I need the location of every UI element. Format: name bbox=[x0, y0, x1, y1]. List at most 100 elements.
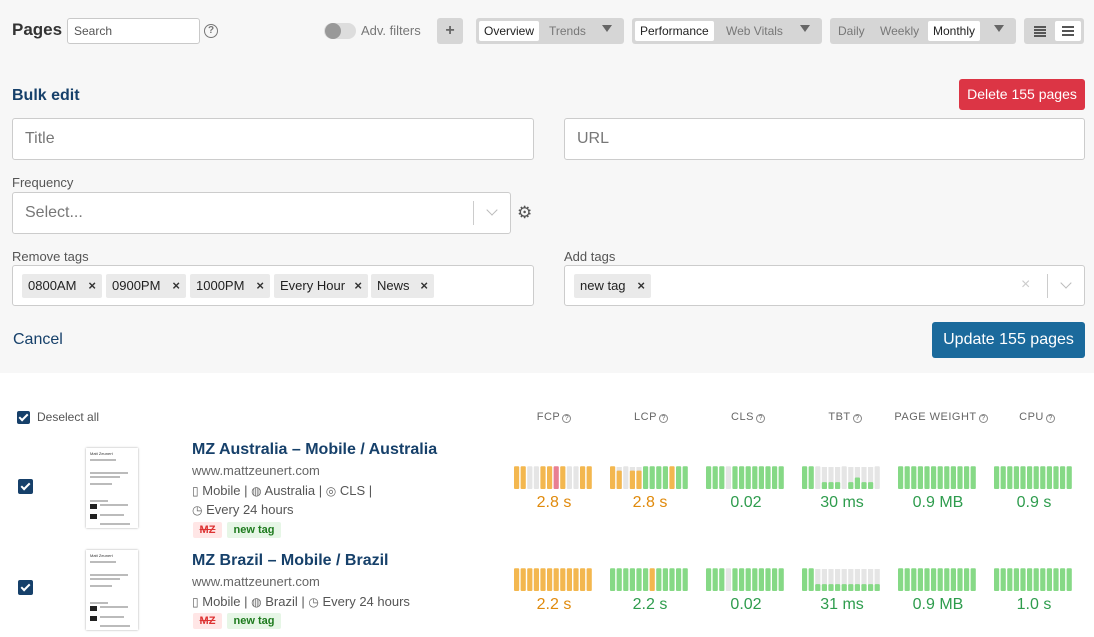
sparkline-bar bbox=[828, 584, 834, 591]
row-checkbox[interactable] bbox=[18, 580, 33, 595]
column-header-label: PAGE WEIGHT bbox=[894, 411, 977, 423]
chevron-down-icon[interactable] bbox=[486, 204, 498, 216]
column-header-fcp[interactable]: FCP? bbox=[504, 411, 604, 423]
metric-lcp[interactable]: 2.8 s bbox=[610, 466, 690, 512]
tag-chip: 1000PM × bbox=[190, 274, 270, 298]
tab-performance[interactable]: Performance bbox=[635, 21, 714, 41]
help-icon[interactable]: ? bbox=[204, 24, 218, 38]
metric-lcp[interactable]: 2.2 s bbox=[610, 568, 690, 614]
adv-filters-label[interactable]: Adv. filters bbox=[361, 23, 421, 38]
metric-fcp[interactable]: 2.2 s bbox=[514, 568, 594, 614]
column-header-page-weight[interactable]: PAGE WEIGHT? bbox=[886, 411, 996, 423]
metric-value: 2.2 s bbox=[632, 596, 668, 613]
sparkline-bar bbox=[874, 584, 880, 591]
tab-monthly[interactable]: Monthly bbox=[928, 21, 981, 41]
compact-view-icon[interactable] bbox=[1027, 21, 1053, 41]
tag-remove-icon[interactable]: × bbox=[637, 278, 645, 293]
sparkline-bar bbox=[629, 470, 635, 489]
deselect-all-label[interactable]: Deselect all bbox=[37, 410, 100, 424]
search-input[interactable] bbox=[67, 18, 200, 44]
tab-overview[interactable]: Overview bbox=[479, 21, 540, 41]
page-name-link[interactable]: MZ Australia – Mobile / Australia bbox=[192, 441, 438, 458]
frequency-select[interactable]: Select... bbox=[12, 192, 511, 234]
update-pages-button[interactable]: Update 155 pages bbox=[932, 322, 1085, 358]
sparkline-bar bbox=[732, 568, 738, 591]
tab-daily[interactable]: Daily bbox=[838, 24, 865, 38]
view-dropdown-icon[interactable] bbox=[602, 25, 612, 32]
column-header-cls[interactable]: CLS? bbox=[698, 411, 798, 423]
sparkline-bar bbox=[1066, 568, 1072, 591]
help-icon[interactable]: ? bbox=[1045, 414, 1055, 423]
sparkline-bar bbox=[868, 482, 874, 489]
sparkline-bar bbox=[732, 466, 738, 489]
sparkline-bar bbox=[1007, 568, 1013, 591]
adv-filters-toggle[interactable] bbox=[324, 23, 356, 39]
sparkline-bar bbox=[874, 466, 880, 489]
clear-icon[interactable]: × bbox=[1021, 276, 1031, 293]
sparkline-bar bbox=[964, 466, 970, 489]
check-circle-icon: ◎ bbox=[325, 484, 337, 498]
sparkline-bar bbox=[533, 568, 539, 591]
tab-web-vitals[interactable]: Web Vitals bbox=[726, 24, 783, 38]
sparkline bbox=[706, 466, 784, 489]
remove-tags-input[interactable]: 0800AM × 0900PM × 1000PM × Every Hour × News… bbox=[12, 265, 534, 306]
metric-value: 2.8 s bbox=[632, 494, 668, 511]
metric-page-weight[interactable]: 0.9 MB bbox=[898, 568, 978, 614]
metric-value: 1.0 s bbox=[1016, 596, 1052, 613]
column-header-tbt[interactable]: TBT? bbox=[795, 411, 895, 423]
sparkline-bar bbox=[616, 470, 622, 489]
tag-remove-icon[interactable]: × bbox=[420, 278, 428, 293]
column-header-lcp[interactable]: LCP? bbox=[601, 411, 701, 423]
column-header-cpu[interactable]: CPU? bbox=[987, 411, 1087, 423]
help-icon[interactable]: ? bbox=[755, 414, 765, 423]
page-thumbnail[interactable]: Matt Zeunert bbox=[86, 550, 138, 630]
metric-value: 0.02 bbox=[730, 494, 762, 511]
period-dropdown-icon[interactable] bbox=[994, 25, 1004, 32]
badge-new-tag: new tag bbox=[227, 613, 281, 629]
sparkline-bar bbox=[610, 568, 616, 591]
title-field[interactable]: Title bbox=[12, 118, 534, 160]
sparkline-bar bbox=[848, 482, 854, 489]
help-icon[interactable]: ? bbox=[852, 414, 862, 423]
metric-cls[interactable]: 0.02 bbox=[706, 568, 786, 614]
page-thumbnail[interactable]: Matt Zeunert bbox=[86, 448, 138, 528]
deselect-all-checkbox[interactable] bbox=[17, 411, 30, 424]
metric-tbt[interactable]: 31 ms bbox=[802, 568, 882, 614]
tag-remove-icon[interactable]: × bbox=[172, 278, 180, 293]
metric-cls[interactable]: 0.02 bbox=[706, 466, 786, 512]
metric-page-weight[interactable]: 0.9 MB bbox=[898, 466, 978, 512]
page-name-link[interactable]: MZ Brazil – Mobile / Brazil bbox=[192, 552, 389, 569]
row-checkbox[interactable] bbox=[18, 479, 33, 494]
metric-dropdown-icon[interactable] bbox=[800, 25, 810, 32]
help-icon[interactable]: ? bbox=[978, 414, 988, 423]
tag-remove-icon[interactable]: × bbox=[354, 278, 362, 293]
device-label: Mobile bbox=[202, 483, 241, 498]
tab-trends[interactable]: Trends bbox=[549, 24, 586, 38]
sparkline-bar bbox=[1000, 568, 1006, 591]
sparkline-bar bbox=[676, 466, 682, 489]
add-button[interactable]: + bbox=[437, 18, 463, 44]
tag-remove-icon[interactable]: × bbox=[88, 278, 96, 293]
add-tags-input[interactable]: new tag × × bbox=[564, 265, 1085, 306]
cancel-button[interactable]: Cancel bbox=[13, 331, 63, 348]
url-field[interactable]: URL bbox=[564, 118, 1085, 160]
sparkline-bar bbox=[669, 466, 675, 489]
sparkline-bar bbox=[725, 568, 731, 591]
help-icon[interactable]: ? bbox=[658, 414, 668, 423]
sparkline-bar bbox=[547, 568, 553, 591]
sparkline-bar bbox=[540, 466, 546, 489]
gear-icon[interactable]: ⚙ bbox=[517, 203, 533, 222]
sparkline-bar bbox=[1040, 568, 1046, 591]
tab-weekly[interactable]: Weekly bbox=[880, 24, 920, 38]
metric-fcp[interactable]: 2.8 s bbox=[514, 466, 594, 512]
metric-tbt[interactable]: 30 ms bbox=[802, 466, 882, 512]
list-view-icon[interactable] bbox=[1055, 21, 1081, 41]
metric-cpu[interactable]: 0.9 s bbox=[994, 466, 1074, 512]
metric-cpu[interactable]: 1.0 s bbox=[994, 568, 1074, 614]
help-icon[interactable]: ? bbox=[562, 414, 572, 423]
sparkline-bar bbox=[758, 466, 764, 489]
delete-pages-button[interactable]: Delete 155 pages bbox=[959, 79, 1085, 110]
extra-label: CLS bbox=[339, 483, 366, 498]
tag-remove-icon[interactable]: × bbox=[256, 278, 264, 293]
chevron-down-icon[interactable] bbox=[1060, 277, 1072, 289]
